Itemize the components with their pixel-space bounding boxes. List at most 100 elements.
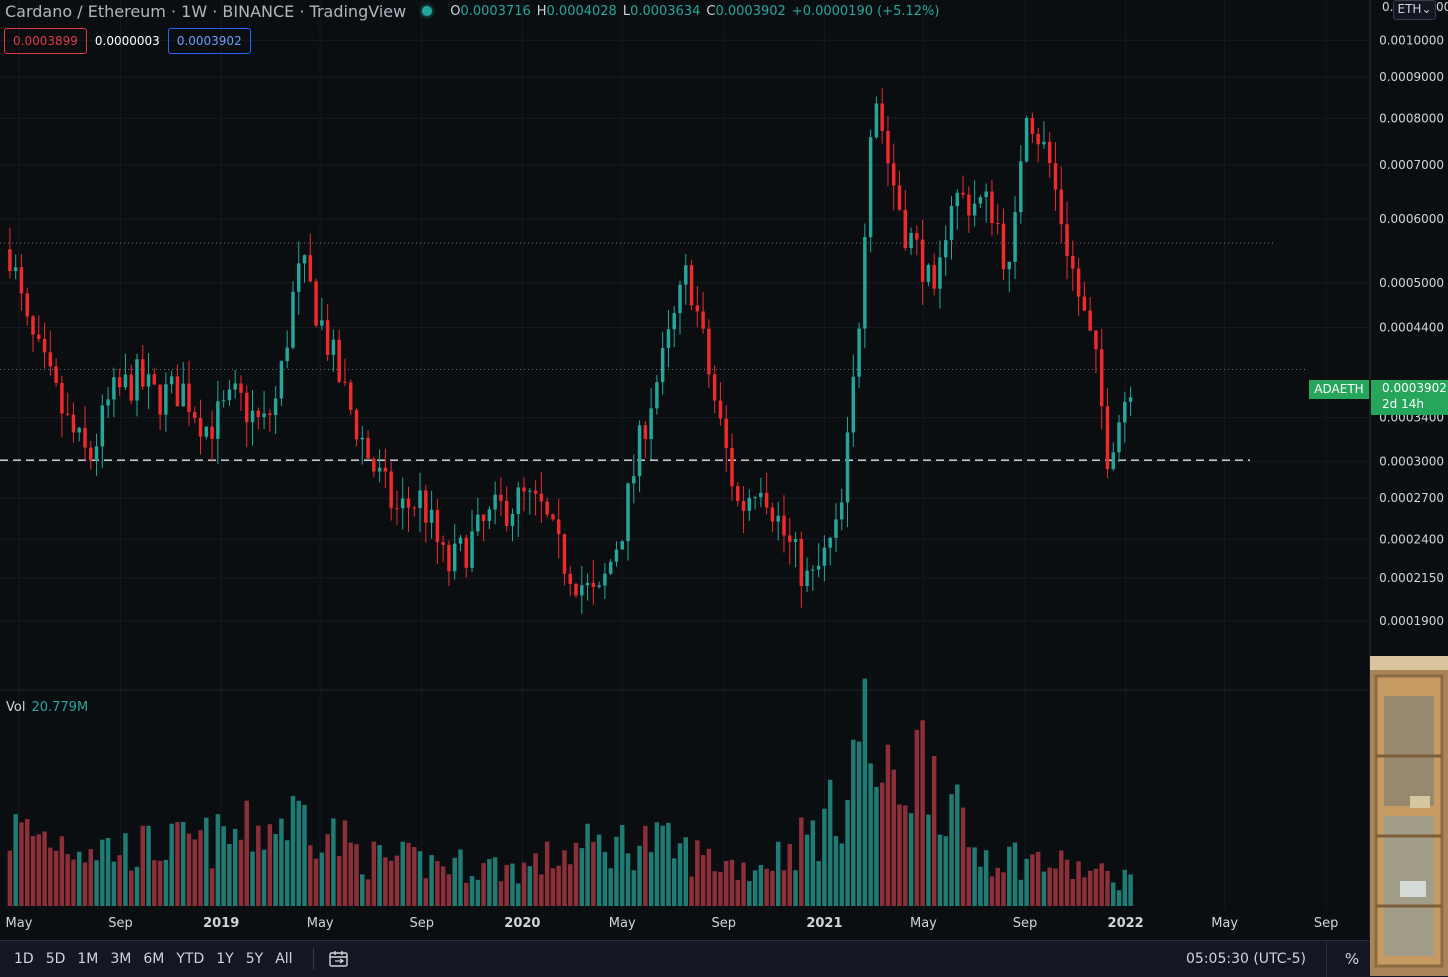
volume-bar <box>591 841 596 906</box>
volume-bar <box>897 804 902 906</box>
candle-body <box>314 281 318 326</box>
calendar-goto-icon[interactable] <box>328 950 350 968</box>
volume-bar <box>879 782 885 906</box>
volume-bar <box>614 836 619 906</box>
volume-bar <box>758 864 764 906</box>
range-1m-button[interactable]: 1M <box>77 951 99 967</box>
sell-button[interactable]: 0.0003899 <box>4 28 87 54</box>
volume-bar <box>342 820 348 906</box>
volume-bar <box>475 879 481 906</box>
price-tick-label: 0.0009000 <box>1379 70 1444 84</box>
range-6m-button[interactable]: 6M <box>143 951 165 967</box>
range-3m-button[interactable]: 3M <box>110 951 132 967</box>
volume-bar <box>516 883 521 906</box>
volume-bar <box>76 851 82 906</box>
volume-bar <box>400 841 405 906</box>
volume-bar <box>764 868 769 906</box>
volume-bar <box>186 833 192 906</box>
range-ytd-button[interactable]: YTD <box>176 951 205 967</box>
volume-bar <box>296 800 301 906</box>
candle-body <box>533 490 538 494</box>
time-tick-label: 2022 <box>1108 916 1144 931</box>
percent-scale-button[interactable]: % <box>1326 941 1377 977</box>
candle-body <box>626 483 630 542</box>
candle-body <box>776 515 780 522</box>
candle-body <box>94 446 99 461</box>
volume-bar <box>689 876 694 906</box>
range-5d-button[interactable]: 5D <box>45 951 66 967</box>
range-5y-button[interactable]: 5Y <box>245 951 264 967</box>
candle-body <box>279 361 284 399</box>
volume-bar <box>469 876 475 906</box>
volume-bar <box>799 817 804 906</box>
volume-bar <box>1030 854 1035 906</box>
candle-body <box>239 383 243 393</box>
candle-body <box>210 426 214 439</box>
candle-body <box>476 514 480 532</box>
time-axis[interactable]: May Sep 2019 May Sep 2020 May Sep 2021 May Sep 2022… <box>6 916 1339 931</box>
volume-bar <box>308 845 313 906</box>
candle-body <box>1019 161 1023 213</box>
price-axis[interactable]: 0.0010000 0.0009000 0.0008000 0.0007000 0.00… <box>1379 33 1444 628</box>
candle-body <box>955 192 960 207</box>
candle-body <box>632 476 636 484</box>
volume-bar <box>966 847 972 906</box>
candle-body <box>117 377 122 388</box>
timezone-clock[interactable]: 05:05:30 (UTC-5) <box>1186 951 1306 967</box>
candle-body <box>48 352 53 367</box>
candle-body <box>1099 349 1104 407</box>
candle-body <box>37 334 41 339</box>
price-tick-label: 0.0003000 <box>1379 454 1444 468</box>
volume-bar <box>1035 851 1041 906</box>
volume-bar <box>1053 868 1058 906</box>
volume-bar <box>279 818 284 906</box>
volume-bar <box>105 837 111 906</box>
candle-body <box>112 377 116 400</box>
candle-body <box>435 509 440 543</box>
time-tick-label: Sep <box>711 916 736 931</box>
candle-body <box>100 405 105 447</box>
currency-select[interactable]: ETH⌄ <box>1393 0 1436 20</box>
candle-body <box>429 509 434 523</box>
price-tick-label: 0.0002150 <box>1379 571 1444 585</box>
candle-body <box>193 412 197 418</box>
volume-bar <box>487 859 492 906</box>
candle-body <box>724 418 728 448</box>
volume-bar <box>215 814 221 906</box>
buy-button[interactable]: 0.0003902 <box>167 28 251 54</box>
volume-bar <box>735 879 740 906</box>
volume-bar <box>972 847 977 906</box>
range-1y-button[interactable]: 1Y <box>216 951 234 967</box>
volume-bar <box>94 860 99 906</box>
candle-body <box>816 565 821 570</box>
candle-body <box>187 383 191 413</box>
candle-body <box>250 410 255 423</box>
candle-body <box>643 425 648 440</box>
candle-body <box>707 328 711 375</box>
volume-legend[interactable]: Vol 20.779M <box>6 700 88 715</box>
candle-body <box>400 498 405 509</box>
candle-body <box>83 427 87 448</box>
volume-bar <box>284 840 290 906</box>
volume-bar <box>671 858 677 906</box>
volume-bar <box>227 843 232 906</box>
candle-body <box>764 492 769 508</box>
candle-body <box>660 348 665 383</box>
candle-body <box>695 305 700 312</box>
volume-bar <box>822 808 827 906</box>
candle-body <box>464 537 468 568</box>
spread-value: 0.0000003 <box>94 34 160 48</box>
range-all-button[interactable]: All <box>275 951 293 967</box>
candle-body <box>256 410 261 418</box>
symbol-title[interactable]: Cardano / Ethereum · 1W · BINANCE · Trad… <box>5 1 407 21</box>
volume-bar <box>290 795 296 906</box>
volume-bar <box>706 848 712 906</box>
candle-body <box>175 376 180 407</box>
volume-bar <box>498 881 504 906</box>
volume-bar <box>238 839 244 906</box>
range-1d-button[interactable]: 1D <box>14 951 34 967</box>
candle-body <box>1065 224 1069 256</box>
volume-bar <box>625 853 631 906</box>
time-tick-label: May <box>910 916 937 931</box>
